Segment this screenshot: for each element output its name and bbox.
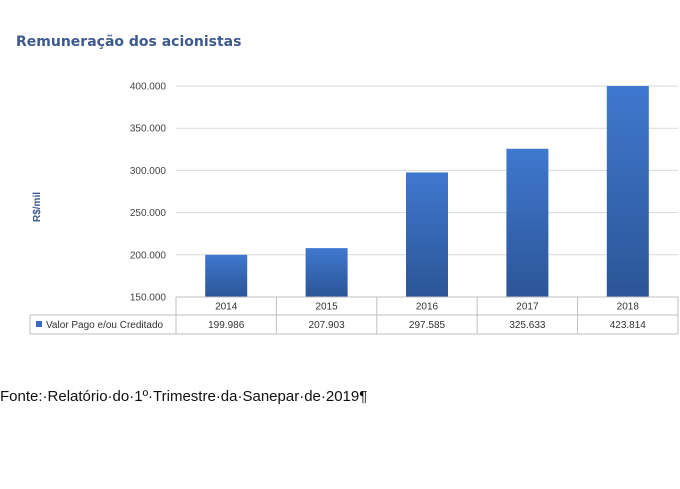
y-tick-label: 400.000 — [130, 82, 167, 93]
data-value-label: 297.585 — [409, 320, 446, 331]
data-value-label: 423.814 — [610, 320, 647, 331]
x-tick-label: 2018 — [617, 302, 640, 313]
y-tick-label: 150.000 — [130, 293, 167, 304]
bar-2018 — [606, 86, 649, 297]
x-tick-label: 2014 — [215, 302, 238, 313]
x-tick-label: 2016 — [416, 302, 439, 313]
data-value-label: 199.986 — [208, 320, 245, 331]
chart-title: Remuneração dos acionistas — [16, 34, 242, 50]
bar-2017 — [506, 148, 549, 297]
y-axis-ticks: 150.000 200.000 250.000 300.000 350.000 400.0… — [130, 82, 167, 304]
y-axis-label: R$/mil — [32, 192, 43, 222]
bar-2015 — [305, 248, 348, 297]
y-tick-label: 250.000 — [130, 208, 167, 219]
legend-swatch — [36, 321, 42, 327]
y-tick-label: 350.000 — [130, 124, 167, 135]
data-value-label: 325.633 — [509, 320, 546, 331]
source-caption: Fonte:·Relatório·do·1º·Trimestre·da·Sane… — [0, 388, 368, 405]
bar-2016 — [406, 172, 448, 297]
bars — [205, 86, 649, 297]
data-table: 2014 199.986 2015 207.903 2016 297.585 2017 325… — [29, 296, 679, 335]
bar-2014 — [205, 254, 248, 297]
x-tick-label: 2017 — [516, 302, 539, 313]
x-tick-label: 2015 — [315, 302, 338, 313]
y-tick-label: 300.000 — [130, 166, 167, 177]
y-tick-label: 200.000 — [130, 250, 167, 261]
legend-series-name: Valor Pago e/ou Creditado — [46, 320, 164, 331]
data-value-label: 207.903 — [309, 320, 346, 331]
